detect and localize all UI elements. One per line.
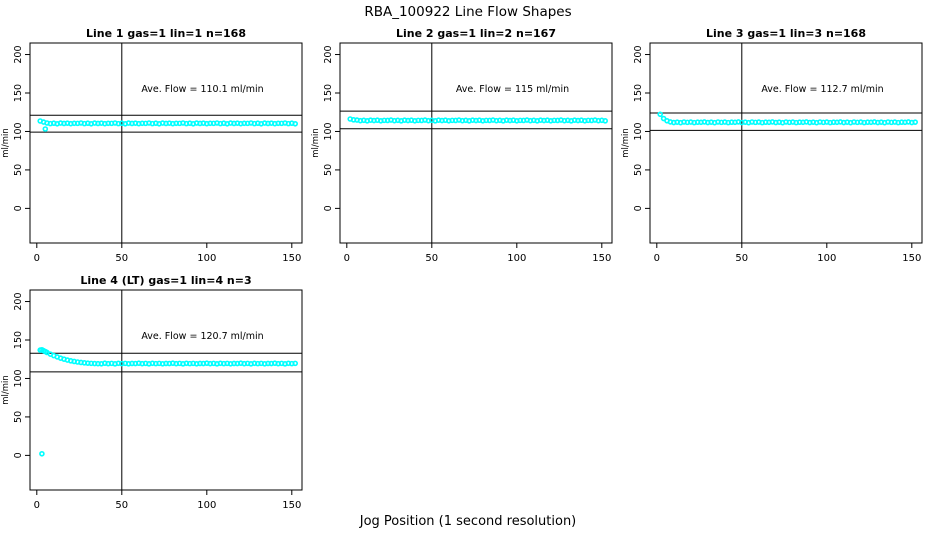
svg-text:50: 50 <box>115 253 128 264</box>
y-axis-ticks: 0 50 100 150 200 <box>13 45 30 211</box>
plot-box <box>339 42 613 244</box>
data-points <box>657 111 919 126</box>
svg-text:200: 200 <box>13 45 24 63</box>
subplot-1: Line 1 gas=1 lin=1 n=168 0 50 100 150 0 50 100… <box>0 27 312 276</box>
svg-text:150: 150 <box>13 331 24 349</box>
subplot-2-ave-flow-annotation: Ave. Flow = 115 ml/min <box>455 84 570 95</box>
x-axis-ticks: 0 50 100 150 <box>344 243 611 264</box>
svg-text:100: 100 <box>633 122 644 140</box>
y-axis-label: ml/min <box>311 128 321 158</box>
y-axis-label: ml/min <box>621 128 631 158</box>
svg-text:100: 100 <box>13 122 24 140</box>
svg-text:0: 0 <box>633 205 644 211</box>
y-axis-label: ml/min <box>1 128 11 158</box>
svg-text:50: 50 <box>115 500 128 511</box>
svg-text:50: 50 <box>13 164 24 176</box>
subplot-4-title: Line 4 (LT) gas=1 lin=4 n=3 <box>80 274 252 287</box>
svg-text:100: 100 <box>507 253 526 264</box>
svg-text:200: 200 <box>13 292 24 310</box>
subplot-4-ave-flow-annotation: Ave. Flow = 120.7 ml/min <box>141 331 264 342</box>
y-axis-ticks: 0 50 100 150 200 <box>13 292 30 458</box>
data-points <box>37 346 299 457</box>
subplot-4-canvas: 0 50 100 150 0 50 100 150 200 ml/min <box>1 289 303 511</box>
svg-text:150: 150 <box>902 253 921 264</box>
y-axis-ticks: 0 50 100 150 200 <box>633 45 650 211</box>
subplot-4: Line 4 (LT) gas=1 lin=4 n=3 0 50 100 150 0 50… <box>0 274 312 523</box>
subplot-1-ave-flow-annotation: Ave. Flow = 110.1 ml/min <box>141 84 264 95</box>
subplot-3: Line 3 gas=1 lin=3 n=168 0 50 100 150 0 50 100… <box>620 27 932 276</box>
x-axis-ticks: 0 50 100 150 <box>34 243 301 264</box>
svg-text:100: 100 <box>323 122 334 140</box>
subplot-3-canvas: 0 50 100 150 0 50 100 150 200 ml/min <box>621 42 923 264</box>
svg-text:100: 100 <box>13 369 24 387</box>
x-axis-title: Jog Position (1 second resolution) <box>359 514 577 529</box>
svg-text:150: 150 <box>13 84 24 102</box>
subplot-2-title: Line 2 gas=1 lin=2 n=167 <box>395 27 556 40</box>
x-axis-ticks: 0 50 100 150 <box>34 490 301 511</box>
svg-text:0: 0 <box>13 452 24 458</box>
subplot-2-canvas: 0 50 100 150 0 50 100 150 200 ml/min <box>311 42 613 264</box>
svg-text:100: 100 <box>197 253 216 264</box>
svg-text:100: 100 <box>817 253 836 264</box>
svg-text:0: 0 <box>34 253 40 264</box>
subplot-2: Line 2 gas=1 lin=2 n=167 0 50 100 150 0 50 100… <box>310 27 622 276</box>
data-points <box>347 116 609 124</box>
svg-text:150: 150 <box>323 84 334 102</box>
svg-text:0: 0 <box>654 253 660 264</box>
svg-text:100: 100 <box>197 500 216 511</box>
svg-text:0: 0 <box>13 205 24 211</box>
svg-text:150: 150 <box>633 84 644 102</box>
svg-text:0: 0 <box>344 253 350 264</box>
svg-text:50: 50 <box>633 164 644 176</box>
svg-text:50: 50 <box>13 411 24 423</box>
svg-text:150: 150 <box>592 253 611 264</box>
svg-text:50: 50 <box>425 253 438 264</box>
subplot-1-title: Line 1 gas=1 lin=1 n=168 <box>85 27 246 40</box>
svg-text:200: 200 <box>323 45 334 63</box>
svg-text:200: 200 <box>633 45 644 63</box>
figure-title: RBA_100922 Line Flow Shapes <box>364 4 572 20</box>
svg-text:0: 0 <box>34 500 40 511</box>
y-axis-ticks: 0 50 100 150 200 <box>323 45 340 211</box>
subplot-3-ave-flow-annotation: Ave. Flow = 112.7 ml/min <box>761 84 884 95</box>
subplot-3-title: Line 3 gas=1 lin=3 n=168 <box>705 27 866 40</box>
plot-box <box>649 42 923 244</box>
data-points <box>37 118 299 132</box>
svg-text:150: 150 <box>282 500 301 511</box>
plot-box <box>29 42 303 244</box>
plot-box <box>29 289 303 491</box>
y-axis-label: ml/min <box>1 375 11 405</box>
svg-text:50: 50 <box>735 253 748 264</box>
svg-text:50: 50 <box>323 164 334 176</box>
subplot-1-canvas: 0 50 100 150 0 50 100 150 200 ml/min <box>1 42 303 264</box>
svg-text:0: 0 <box>323 205 334 211</box>
x-axis-ticks: 0 50 100 150 <box>654 243 921 264</box>
svg-text:150: 150 <box>282 253 301 264</box>
